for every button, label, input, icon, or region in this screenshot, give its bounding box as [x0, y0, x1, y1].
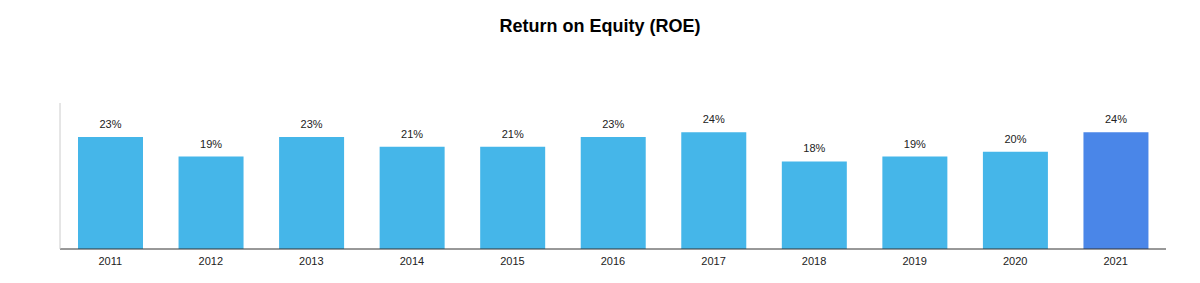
- svg-text:2013: 2013: [299, 255, 323, 267]
- svg-text:2015: 2015: [500, 255, 524, 267]
- svg-text:2019: 2019: [902, 255, 926, 267]
- svg-text:2014: 2014: [400, 255, 424, 267]
- svg-text:20%: 20%: [1004, 133, 1026, 145]
- svg-text:24%: 24%: [1105, 113, 1127, 125]
- html-text:Return on Equity (ROE): Return on Equity (ROE): [499, 16, 701, 36]
- svg-text:2018: 2018: [802, 255, 826, 267]
- svg-text:2012: 2012: [199, 255, 223, 267]
- svg-text:24%: 24%: [703, 113, 725, 125]
- svg-text:2017: 2017: [701, 255, 725, 267]
- svg-text:19%: 19%: [904, 138, 926, 150]
- svg-text:21%: 21%: [502, 128, 524, 140]
- svg-text:23%: 23%: [301, 118, 323, 130]
- svg-text:2016: 2016: [601, 255, 625, 267]
- svg-text:23%: 23%: [602, 118, 624, 130]
- svg-text:2020: 2020: [1003, 255, 1027, 267]
- svg-text:19%: 19%: [200, 138, 222, 150]
- svg-text:2011: 2011: [98, 255, 122, 267]
- svg-text:18%: 18%: [803, 142, 825, 154]
- svg-text:23%: 23%: [99, 118, 121, 130]
- svg-text:2021: 2021: [1103, 255, 1127, 267]
- svg-text:21%: 21%: [401, 128, 423, 140]
